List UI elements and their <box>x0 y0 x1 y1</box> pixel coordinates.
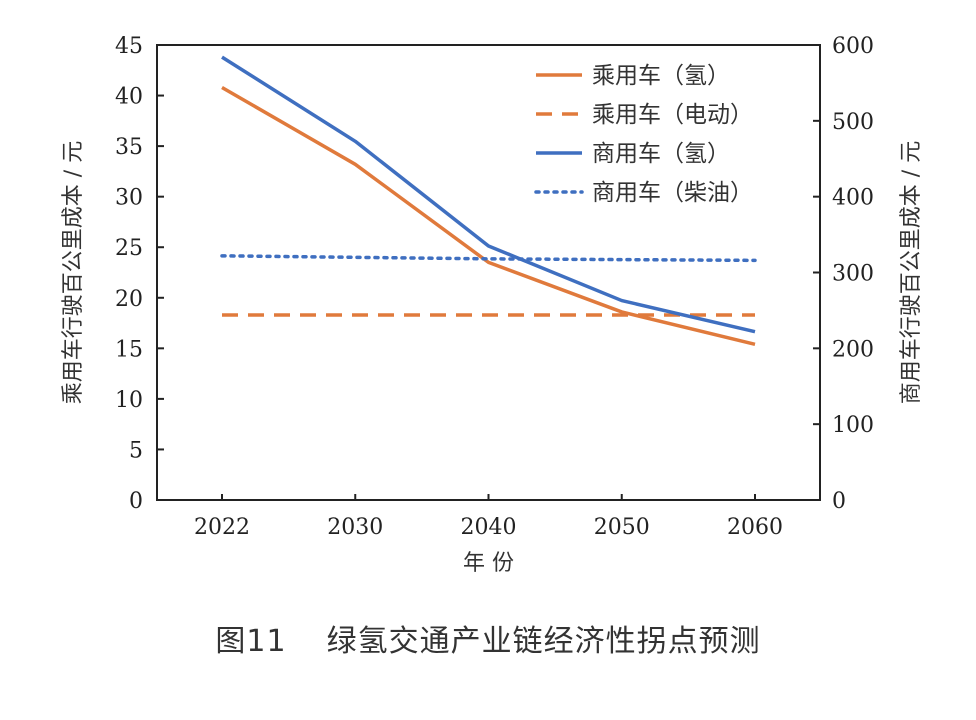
x-axis-label: 年 份 <box>463 551 514 576</box>
y-left-tick-label: 45 <box>115 34 143 59</box>
y-left-tick-label: 10 <box>115 388 143 413</box>
y-right-tick-label: 500 <box>832 110 874 135</box>
y-left-tick-label: 20 <box>115 287 143 312</box>
x-tick-label: 2050 <box>594 515 650 540</box>
chart: 2022 2030 2040 2050 2060 051015202530354045 … <box>61 34 924 576</box>
y-left-tick-label: 0 <box>129 489 143 514</box>
y-left-tick-label: 30 <box>115 186 143 211</box>
x-tick-label: 2022 <box>194 515 250 540</box>
legend-label: 乘用车（电动） <box>592 102 753 128</box>
x-tick-label: 2040 <box>461 515 517 540</box>
y-left-tick-label: 5 <box>129 438 143 463</box>
figure-caption: 图11 绿氢交通产业链经济性拐点预测 <box>0 616 976 660</box>
y-right-tick-label: 400 <box>832 186 874 211</box>
y-right-tick-label: 0 <box>832 489 846 514</box>
y-right-tick-label: 600 <box>832 34 874 59</box>
figure-title: 绿氢交通产业链经济性拐点预测 <box>326 624 761 659</box>
figure-number: 图11 <box>215 624 287 659</box>
legend-label: 商用车（柴油） <box>592 180 753 206</box>
x-tick-label: 2060 <box>727 515 783 540</box>
y-left-tick-label: 40 <box>115 85 143 110</box>
series-layer <box>220 55 757 346</box>
y-right-tick-label: 200 <box>832 337 874 362</box>
y-right-tick-label: 300 <box>832 262 874 287</box>
y-left-tick-label: 15 <box>115 337 143 362</box>
y-axis-left-label: 乘用车行驶百公里成本 / 元 <box>61 141 86 404</box>
legend-label: 商用车（氢） <box>592 141 730 167</box>
y-left-tick-label: 35 <box>115 135 143 160</box>
x-axis: 2022 2030 2040 2050 2060 <box>194 494 783 540</box>
legend: 乘用车（氢） 乘用车（电动） 商用车（氢） 商用车（柴油） <box>534 63 753 206</box>
y-axis-right-label: 商用车行驶百公里成本 / 元 <box>899 141 924 404</box>
series-line-1 <box>221 85 756 346</box>
y-axis-right: 0 100 200 300 400 500 600 <box>813 34 874 514</box>
series-line-3 <box>221 55 756 334</box>
y-right-tick-label: 100 <box>832 413 874 438</box>
y-axis-left: 0 5 10 15 20 25 30 35 40 45 <box>115 34 164 514</box>
x-tick-label: 2030 <box>327 515 383 540</box>
y-left-tick-label: 25 <box>115 236 143 261</box>
legend-label: 乘用车（氢） <box>592 63 730 89</box>
series-line-4 <box>220 254 757 263</box>
